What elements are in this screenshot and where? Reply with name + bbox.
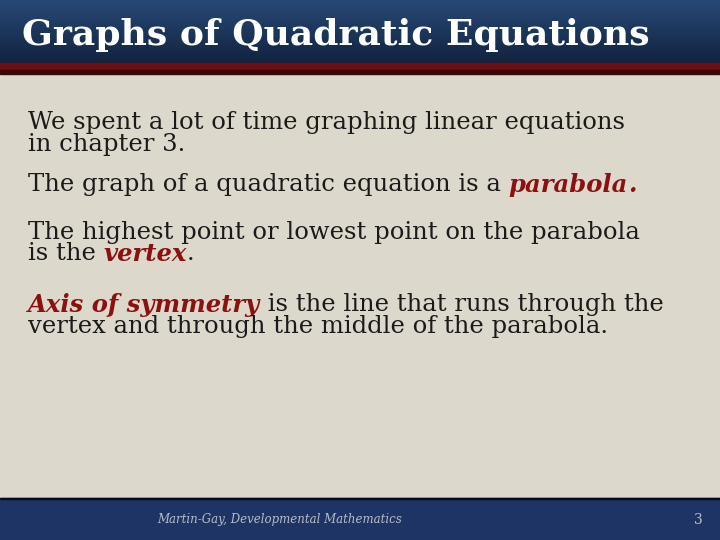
Bar: [0, 37, 720, 38]
Bar: [0, 70, 720, 71]
Bar: [0, 26, 720, 28]
Text: is the line that runs through the: is the line that runs through the: [260, 294, 664, 316]
Bar: [0, 498, 720, 499]
Bar: [0, 63, 720, 64]
Bar: [0, 70, 720, 74]
Text: vertex: vertex: [104, 242, 187, 266]
Bar: [0, 59, 720, 60]
Bar: [0, 36, 720, 37]
Text: .: .: [187, 242, 194, 266]
Text: We spent a lot of time graphing linear equations: We spent a lot of time graphing linear e…: [28, 111, 625, 133]
Bar: [0, 25, 720, 26]
Bar: [0, 39, 720, 41]
Bar: [0, 55, 720, 57]
Bar: [0, 31, 720, 33]
Bar: [0, 10, 720, 11]
Bar: [0, 6, 720, 8]
Bar: [0, 12, 720, 14]
Bar: [0, 29, 720, 30]
Bar: [0, 1, 720, 2]
Bar: [0, 22, 720, 24]
Text: Martin-Gay, Developmental Mathematics: Martin-Gay, Developmental Mathematics: [158, 514, 402, 526]
Text: .: .: [628, 173, 636, 197]
Bar: [0, 16, 720, 17]
Bar: [0, 10, 720, 12]
Bar: [0, 34, 720, 36]
Bar: [0, 53, 720, 55]
Bar: [0, 0, 720, 1]
Bar: [0, 38, 720, 39]
Bar: [0, 4, 720, 5]
Bar: [0, 56, 720, 57]
Bar: [0, 17, 720, 18]
Text: vertex and through the middle of the parabola.: vertex and through the middle of the par…: [28, 315, 608, 339]
Text: The highest point or lowest point on the parabola: The highest point or lowest point on the…: [28, 220, 640, 244]
Bar: [0, 28, 720, 29]
Bar: [0, 24, 720, 25]
Bar: [0, 68, 720, 69]
Bar: [0, 71, 720, 72]
Bar: [0, 42, 720, 44]
Bar: [0, 19, 720, 20]
Bar: [0, 23, 720, 25]
Text: Axis of symmetry: Axis of symmetry: [28, 293, 260, 317]
Bar: [0, 49, 720, 50]
Bar: [0, 59, 720, 61]
Bar: [0, 57, 720, 58]
Bar: [0, 52, 720, 54]
Bar: [0, 35, 720, 37]
Bar: [0, 498, 720, 540]
Bar: [0, 60, 720, 62]
Bar: [0, 63, 720, 65]
Bar: [0, 42, 720, 43]
Bar: [0, 11, 720, 13]
Bar: [0, 30, 720, 31]
Bar: [0, 1, 720, 3]
Bar: [0, 7, 720, 8]
Bar: [0, 44, 720, 45]
Bar: [0, 8, 720, 9]
Text: parabola: parabola: [508, 173, 628, 197]
Bar: [0, 33, 720, 35]
Bar: [0, 58, 720, 59]
Bar: [0, 3, 720, 4]
Bar: [0, 32, 720, 33]
Bar: [0, 50, 720, 51]
Bar: [0, 45, 720, 46]
Bar: [0, 18, 720, 19]
Bar: [0, 47, 720, 48]
Bar: [0, 30, 720, 32]
Bar: [0, 22, 720, 23]
Bar: [0, 15, 720, 16]
Bar: [0, 5, 720, 6]
Bar: [0, 69, 720, 70]
Bar: [0, 64, 720, 66]
Bar: [0, 48, 720, 49]
Text: 3: 3: [693, 513, 703, 527]
Bar: [0, 51, 720, 52]
Bar: [0, 43, 720, 45]
Bar: [0, 67, 720, 69]
Bar: [0, 21, 720, 22]
Bar: [0, 9, 720, 10]
Bar: [0, 62, 720, 63]
Bar: [0, 27, 720, 28]
Text: is the: is the: [28, 242, 104, 266]
Bar: [0, 39, 720, 40]
Bar: [0, 40, 720, 42]
Bar: [0, 51, 720, 53]
Bar: [0, 65, 720, 66]
Bar: [0, 19, 720, 21]
Bar: [0, 66, 720, 68]
Bar: [0, 14, 720, 16]
Bar: [0, 63, 720, 70]
Bar: [0, 13, 720, 15]
Text: Graphs of Quadratic Equations: Graphs of Quadratic Equations: [22, 18, 649, 51]
Text: in chapter 3.: in chapter 3.: [28, 132, 185, 156]
Bar: [0, 54, 720, 56]
Bar: [0, 2, 720, 4]
Text: The graph of a quadratic equation is a: The graph of a quadratic equation is a: [28, 173, 508, 197]
Bar: [0, 46, 720, 48]
